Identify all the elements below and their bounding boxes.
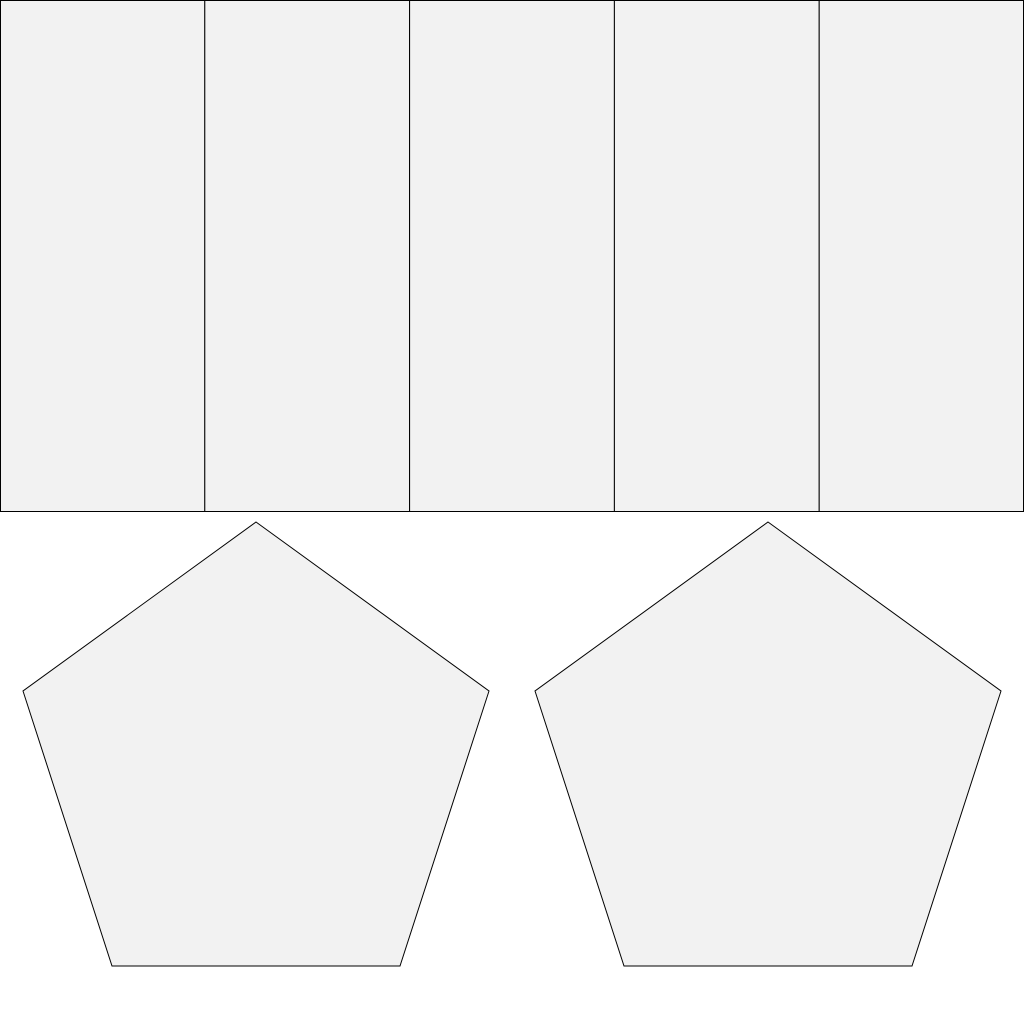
strip-segment-5 — [818, 0, 1024, 512]
strip-segment-3 — [409, 0, 615, 512]
strip-segment-2 — [204, 0, 411, 512]
rectangle-strip — [0, 0, 1024, 512]
strip-segment-4 — [613, 0, 820, 512]
pentagon-right — [534, 521, 1002, 967]
pentagon-left — [22, 521, 490, 967]
pentagon-group — [22, 521, 1002, 967]
strip-segment-1 — [0, 0, 206, 512]
